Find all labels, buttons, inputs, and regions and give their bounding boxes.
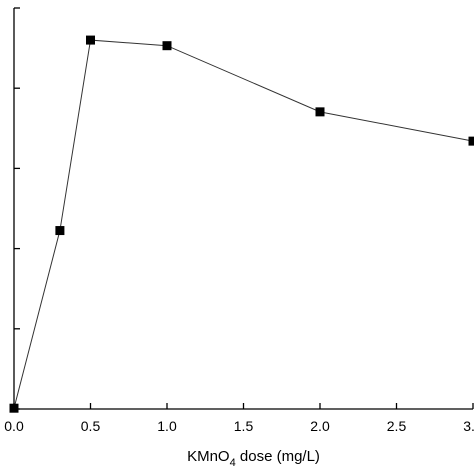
data-point-marker [9,403,19,413]
x-tick-label: 1.0 [157,418,177,434]
data-point-marker [315,107,325,117]
x-axis-title: KMnO4 dose (mg/L) [187,448,320,469]
axes [13,8,473,410]
data-point-marker [468,136,474,146]
data-point-marker [162,41,172,51]
x-tick-label: 1.5 [234,418,254,434]
data-point-marker [86,35,95,45]
x-tick-label: 3.0 [463,418,474,434]
x-tick-label: 0.0 [4,418,24,434]
x-tick-label: 2.0 [310,418,330,434]
x-tick-label: 0.5 [81,418,101,434]
data-point-marker [55,226,65,236]
series-group [9,35,474,413]
x-ticks: 0.0 0.5 1.0 1.5 2.0 2.5 3.0 [4,7,474,434]
series-line [13,39,474,409]
x-tick-label: 2.5 [387,418,407,434]
